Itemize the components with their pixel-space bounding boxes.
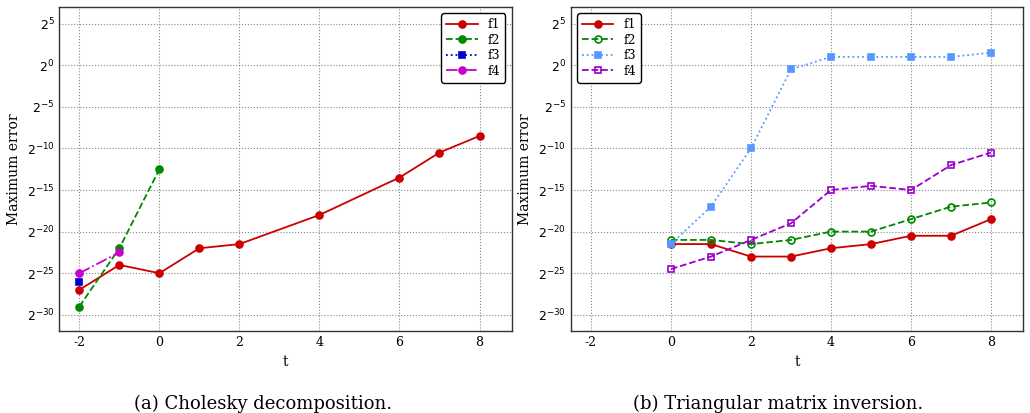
f1 bbox=[233, 242, 245, 247]
f1 bbox=[434, 150, 446, 155]
f1 bbox=[865, 242, 878, 247]
f2 bbox=[113, 246, 126, 251]
f1 bbox=[664, 242, 677, 247]
f3 bbox=[664, 242, 677, 247]
Legend: f1, f2, f3, f4: f1, f2, f3, f4 bbox=[442, 13, 506, 83]
f4 bbox=[904, 188, 917, 192]
f2 bbox=[985, 200, 997, 205]
Line: f1: f1 bbox=[76, 133, 483, 293]
f2 bbox=[945, 204, 957, 209]
f4 bbox=[745, 237, 757, 242]
f1 bbox=[113, 262, 126, 267]
f4 bbox=[73, 271, 85, 276]
f4 bbox=[113, 250, 126, 255]
f1 bbox=[313, 213, 325, 218]
f1 bbox=[705, 242, 717, 247]
f2 bbox=[745, 242, 757, 247]
f3 bbox=[945, 55, 957, 59]
f3 bbox=[785, 67, 797, 72]
f4 bbox=[985, 150, 997, 155]
Line: f4: f4 bbox=[667, 149, 995, 273]
f4 bbox=[785, 221, 797, 226]
Line: f4: f4 bbox=[76, 249, 123, 277]
Line: f1: f1 bbox=[667, 216, 995, 260]
f4 bbox=[705, 254, 717, 259]
f1 bbox=[945, 233, 957, 238]
f4 bbox=[825, 188, 837, 192]
f1 bbox=[393, 175, 406, 180]
f2 bbox=[865, 229, 878, 234]
f2 bbox=[705, 237, 717, 242]
Line: f2: f2 bbox=[667, 199, 995, 247]
f2 bbox=[785, 237, 797, 242]
f3 bbox=[825, 55, 837, 59]
Y-axis label: Maximum error: Maximum error bbox=[7, 114, 21, 225]
Y-axis label: Maximum error: Maximum error bbox=[518, 114, 533, 225]
f4 bbox=[865, 183, 878, 188]
f1 bbox=[825, 246, 837, 251]
f3 bbox=[865, 55, 878, 59]
f2 bbox=[73, 304, 85, 309]
f1 bbox=[73, 287, 85, 292]
f3 bbox=[985, 50, 997, 55]
f2 bbox=[825, 229, 837, 234]
f1 bbox=[474, 133, 486, 138]
f2 bbox=[153, 167, 166, 172]
f3 bbox=[745, 146, 757, 151]
f1 bbox=[985, 217, 997, 222]
f4 bbox=[664, 266, 677, 271]
f1 bbox=[153, 271, 166, 276]
Legend: f1, f2, f3, f4: f1, f2, f3, f4 bbox=[577, 13, 641, 83]
X-axis label: t: t bbox=[282, 355, 288, 369]
f2 bbox=[664, 237, 677, 242]
f3 bbox=[705, 204, 717, 209]
f1 bbox=[745, 254, 757, 259]
Text: (a) Cholesky decomposition.: (a) Cholesky decomposition. bbox=[134, 394, 391, 413]
f1 bbox=[904, 233, 917, 238]
X-axis label: t: t bbox=[794, 355, 799, 369]
f4 bbox=[945, 163, 957, 168]
Text: (b) Triangular matrix inversion.: (b) Triangular matrix inversion. bbox=[632, 394, 923, 413]
f3 bbox=[904, 55, 917, 59]
f1 bbox=[785, 254, 797, 259]
Line: f3: f3 bbox=[667, 49, 995, 247]
f2 bbox=[904, 217, 917, 222]
Line: f2: f2 bbox=[76, 166, 163, 310]
f1 bbox=[194, 246, 206, 251]
